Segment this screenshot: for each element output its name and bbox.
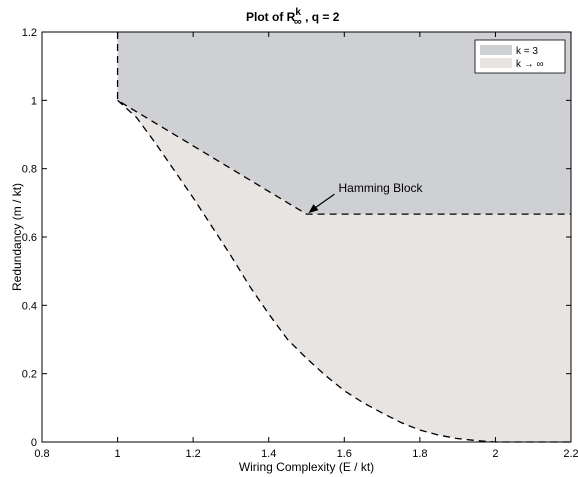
y-tick-label: 0.8 xyxy=(22,164,37,176)
x-tick-label: 1.8 xyxy=(412,448,427,460)
x-tick-label: 1.2 xyxy=(185,448,200,460)
x-tick-label: 2.2 xyxy=(563,448,578,460)
x-tick-label: 1.6 xyxy=(337,448,352,460)
area-k-infinity xyxy=(117,100,571,442)
legend-label: k → ∞ xyxy=(516,59,544,70)
x-tick-label: 2 xyxy=(492,448,498,460)
x-axis-label: Wiring Complexity (E / kt) xyxy=(239,460,374,474)
y-tick-label: 0.2 xyxy=(22,369,37,381)
area-k3 xyxy=(117,32,571,215)
y-tick-label: 0.4 xyxy=(22,300,37,312)
chart-title: Plot of Rk ∞ , q = 2 xyxy=(246,7,340,28)
legend-label: k = 3 xyxy=(516,46,538,57)
y-tick-label: 0.6 xyxy=(22,232,37,244)
x-tick-label: 1.4 xyxy=(261,448,276,460)
boundary-line-k3 xyxy=(116,32,571,215)
x-tick-label: 1 xyxy=(115,448,121,460)
y-axis-label: Redundancy (m / kt) xyxy=(10,183,24,291)
x-tick-label: 0.8 xyxy=(34,448,49,460)
legend-swatch xyxy=(480,45,512,55)
legend-swatch xyxy=(480,58,512,68)
y-tick-label: 0 xyxy=(31,437,37,449)
annotation-label: Hamming Block xyxy=(339,181,424,195)
annotation-arrowhead xyxy=(308,204,319,214)
boundary-line-k-infinity xyxy=(117,99,571,443)
y-tick-label: 1.2 xyxy=(22,27,37,39)
y-tick-label: 1 xyxy=(31,95,37,107)
